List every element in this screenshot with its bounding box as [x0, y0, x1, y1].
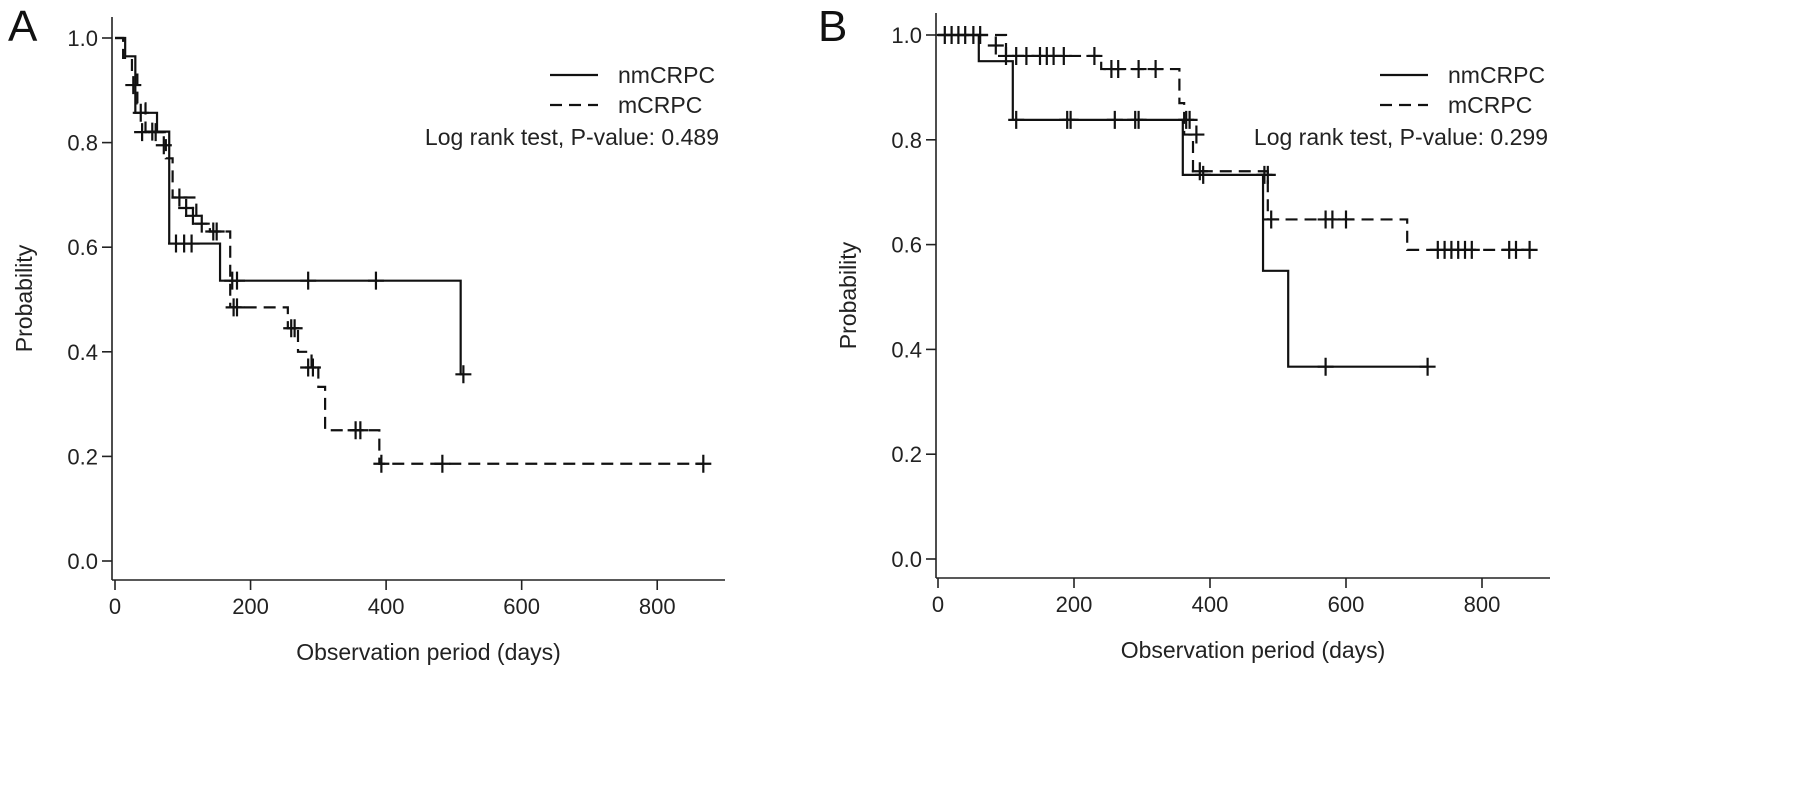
panel-a-x-tick-label: 800: [639, 594, 676, 619]
panel-b-mcrpc-censor-mark: [1086, 46, 1103, 65]
panel-b-y-tick-label: 0.8: [891, 128, 922, 153]
panel-a-nmcrpc-censor-mark: [367, 271, 384, 290]
panel-b-nmcrpc-censor-mark: [1008, 110, 1025, 129]
panel-b-mcrpc-censor-mark: [1191, 162, 1208, 181]
panel-b-mcrpc-censor-mark: [1055, 46, 1072, 65]
panel-b-annotation: Log rank test, P-value: 0.299: [1254, 124, 1548, 150]
panel-a-mcrpc-censor-mark: [695, 454, 712, 473]
panel-b-y-tick-label: 0.4: [891, 337, 922, 362]
panel-b-mcrpc-censor-mark: [1338, 210, 1354, 229]
panel-b-y-tick-label: 0.0: [891, 547, 922, 572]
panel-a-y-tick-label: 0.0: [67, 549, 98, 574]
panel-a-x-tick-label: 200: [232, 594, 269, 619]
panel-a-x-tick-label: 600: [503, 594, 540, 619]
panel-a-mcrpc-censor-mark: [286, 319, 303, 338]
panel-a-y-tick-label: 0.4: [67, 340, 98, 365]
panel-a-x-axis-label: Observation period (days): [296, 639, 561, 665]
panel-b-y-axis-label: Probability: [835, 241, 861, 349]
panel-a-nmcrpc-censor-mark: [183, 234, 200, 253]
panel-b-mcrpc-censor-mark: [1324, 210, 1341, 229]
panel-a-legend-label-nmcrpc: nmCRPC: [618, 62, 715, 88]
panel-a-y-tick-label: 0.6: [67, 235, 98, 260]
panel-b-y-tick-label: 1.0: [891, 23, 922, 48]
panel-a-mcrpc-censor-mark: [184, 206, 201, 225]
panel-a-mcrpc-censor-mark: [193, 214, 210, 233]
panel-a-nmcrpc-censor-mark: [300, 271, 317, 290]
panel-a-y-tick-label: 0.2: [67, 444, 98, 469]
panel-b-x-tick-label: 600: [1328, 592, 1365, 617]
panel-b-y-tick-label: 0.2: [891, 442, 922, 467]
panel-b-nmcrpc-censor-mark: [1317, 357, 1334, 376]
panel-b-x-axis-label: Observation period (days): [1121, 637, 1386, 663]
panel-b-mcrpc-censor-mark: [1018, 46, 1035, 65]
panel-b-x-tick-label: 400: [1192, 592, 1229, 617]
panel-b-mcrpc-censor-mark: [1463, 240, 1480, 259]
panel-a-x-tick-label: 0: [109, 594, 121, 619]
panel-b-x-tick-label: 800: [1464, 592, 1501, 617]
panel-b-nmcrpc-censor-mark: [1130, 110, 1147, 129]
panel-a-y-tick-label: 0.8: [67, 131, 98, 156]
panel-b-nmcrpc-censor-mark: [1062, 110, 1079, 129]
panel-a-mcrpc-censor-mark: [208, 222, 225, 241]
panel-a-y-axis-label: Probability: [11, 244, 37, 352]
panel-a-mcrpc-censor-mark: [134, 123, 151, 142]
panel-a-mcrpc-censor-mark: [155, 136, 172, 155]
panel-a-nmcrpc-censor-mark: [229, 271, 245, 290]
panel-a-nmcrpc-censor-mark: [455, 365, 472, 384]
panel-a-y-tick-label: 1.0: [67, 26, 98, 51]
panel-b-mcrpc-censor-mark: [1110, 60, 1127, 79]
panel-b-mcrpc-censor-mark: [1195, 165, 1212, 184]
panel-b-mcrpc-censor-mark: [1147, 60, 1164, 79]
panel-b-x-tick-label: 200: [1056, 592, 1093, 617]
panel-a-letter: A: [8, 2, 38, 51]
panel-b-mcrpc-censor-mark: [1521, 240, 1538, 259]
panel-b-y-tick-label: 0.6: [891, 233, 922, 258]
panel-a-nmcrpc-curve: [115, 36, 464, 376]
panel-b-nmcrpc-censor-mark: [1106, 110, 1123, 129]
panel-b-mcrpc-censor-mark: [1188, 125, 1205, 144]
panel-b-legend-label-mcrpc: mCRPC: [1448, 92, 1532, 118]
panel-a-mcrpc-censor-mark: [373, 454, 390, 473]
panel-a-mcrpc-censor-mark: [178, 198, 195, 217]
panel-a-mcrpc-censor-mark: [171, 188, 188, 207]
panel-b-nmcrpc-curve: [938, 33, 1428, 368]
panel-b-x-tick-label: 0: [932, 592, 944, 617]
panel-b-mcrpc-censor-mark: [1256, 165, 1273, 184]
panel-a-annotation: Log rank test, P-value: 0.489: [425, 124, 719, 150]
panel-b-mcrpc-censor-mark: [972, 26, 989, 44]
panel-b-mcrpc-censor-mark: [1130, 60, 1147, 79]
panel-a-mcrpc-censor-mark: [434, 454, 451, 473]
panel-a-mcrpc-curve: [115, 36, 704, 465]
panel-b-nmcrpc-censor-mark: [1419, 357, 1436, 376]
panel-b-legend-label-nmcrpc: nmCRPC: [1448, 62, 1545, 88]
panel-a-mcrpc-censor-mark: [304, 358, 321, 377]
panel-a-mcrpc-censor-mark: [229, 298, 245, 317]
panel-b-mcrpc-censor-mark: [1508, 240, 1524, 259]
panel-a-legend-label-mcrpc: mCRPC: [618, 92, 702, 118]
panel-b-mcrpc-censor-mark: [1263, 210, 1280, 229]
panel-a-mcrpc-censor-mark: [147, 123, 164, 142]
panel-a-mcrpc-censor-mark: [125, 76, 142, 95]
panel-a-mcrpc-censor-mark: [352, 421, 369, 440]
panel-b-mcrpc-censor-mark: [987, 36, 1004, 55]
panel-b-letter: B: [818, 2, 848, 51]
panel-a-x-tick-label: 400: [368, 594, 405, 619]
